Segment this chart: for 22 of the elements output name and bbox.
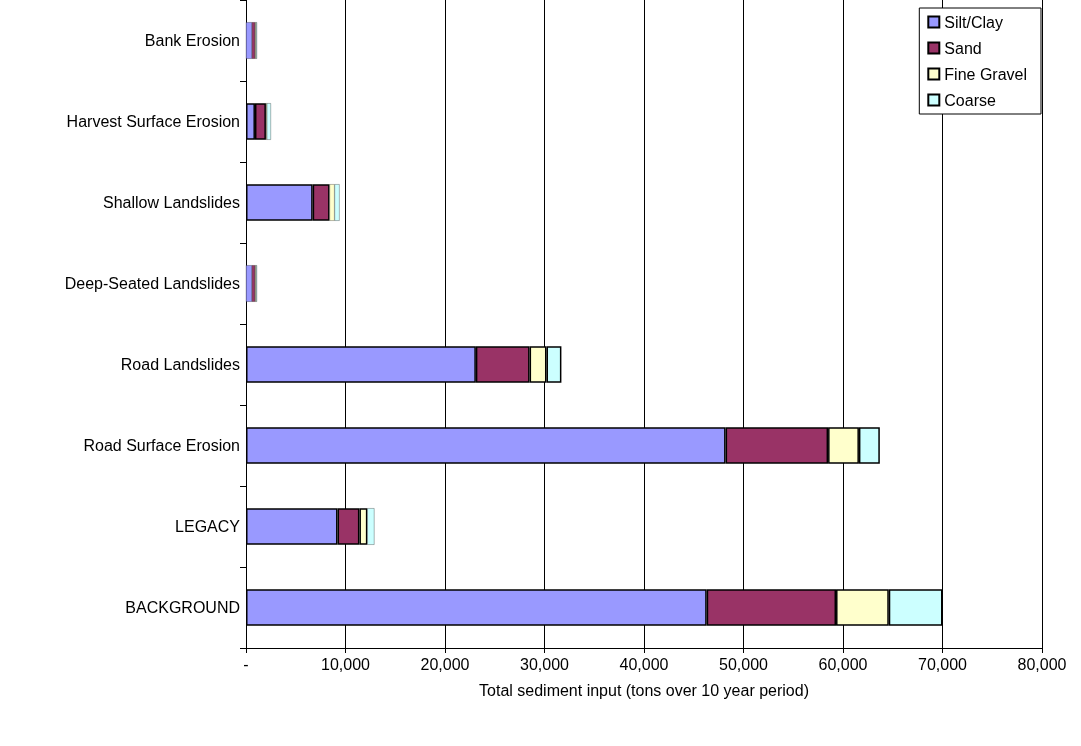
x-tick-label: 10,000 bbox=[321, 655, 371, 673]
legend-label: Fine Gravel bbox=[944, 65, 1028, 83]
legend-label: Silt/Clay bbox=[944, 13, 1003, 31]
y-tick-label: Road Landslides bbox=[120, 356, 240, 373]
legend-label: Sand bbox=[944, 39, 982, 57]
x-tick-label: 20,000 bbox=[420, 655, 470, 673]
y-tick-label: Bank Erosion bbox=[144, 32, 240, 49]
y-tick-label: Shallow Landslides bbox=[103, 194, 240, 211]
x-tick-label: 80,000 bbox=[1017, 655, 1067, 673]
y-tick-label: Harvest Surface Erosion bbox=[66, 113, 240, 130]
x-tick-label: 50,000 bbox=[719, 655, 769, 673]
x-tick-label: - bbox=[243, 655, 249, 673]
x-tick-label: 30,000 bbox=[520, 655, 570, 673]
x-tick-label: 70,000 bbox=[918, 655, 968, 673]
x-tick-label: 40,000 bbox=[619, 655, 669, 673]
y-tick-label: BACKGROUND bbox=[125, 599, 240, 616]
x-axis-title: Total sediment input (tons over 10 year period) bbox=[479, 681, 809, 699]
y-tick-label: Road Surface Erosion bbox=[83, 437, 240, 454]
y-tick-label: Deep-Seated Landslides bbox=[64, 275, 240, 292]
legend-label: Coarse bbox=[944, 91, 996, 109]
x-tick-label: 60,000 bbox=[818, 655, 868, 673]
y-tick-label: LEGACY bbox=[175, 518, 241, 535]
